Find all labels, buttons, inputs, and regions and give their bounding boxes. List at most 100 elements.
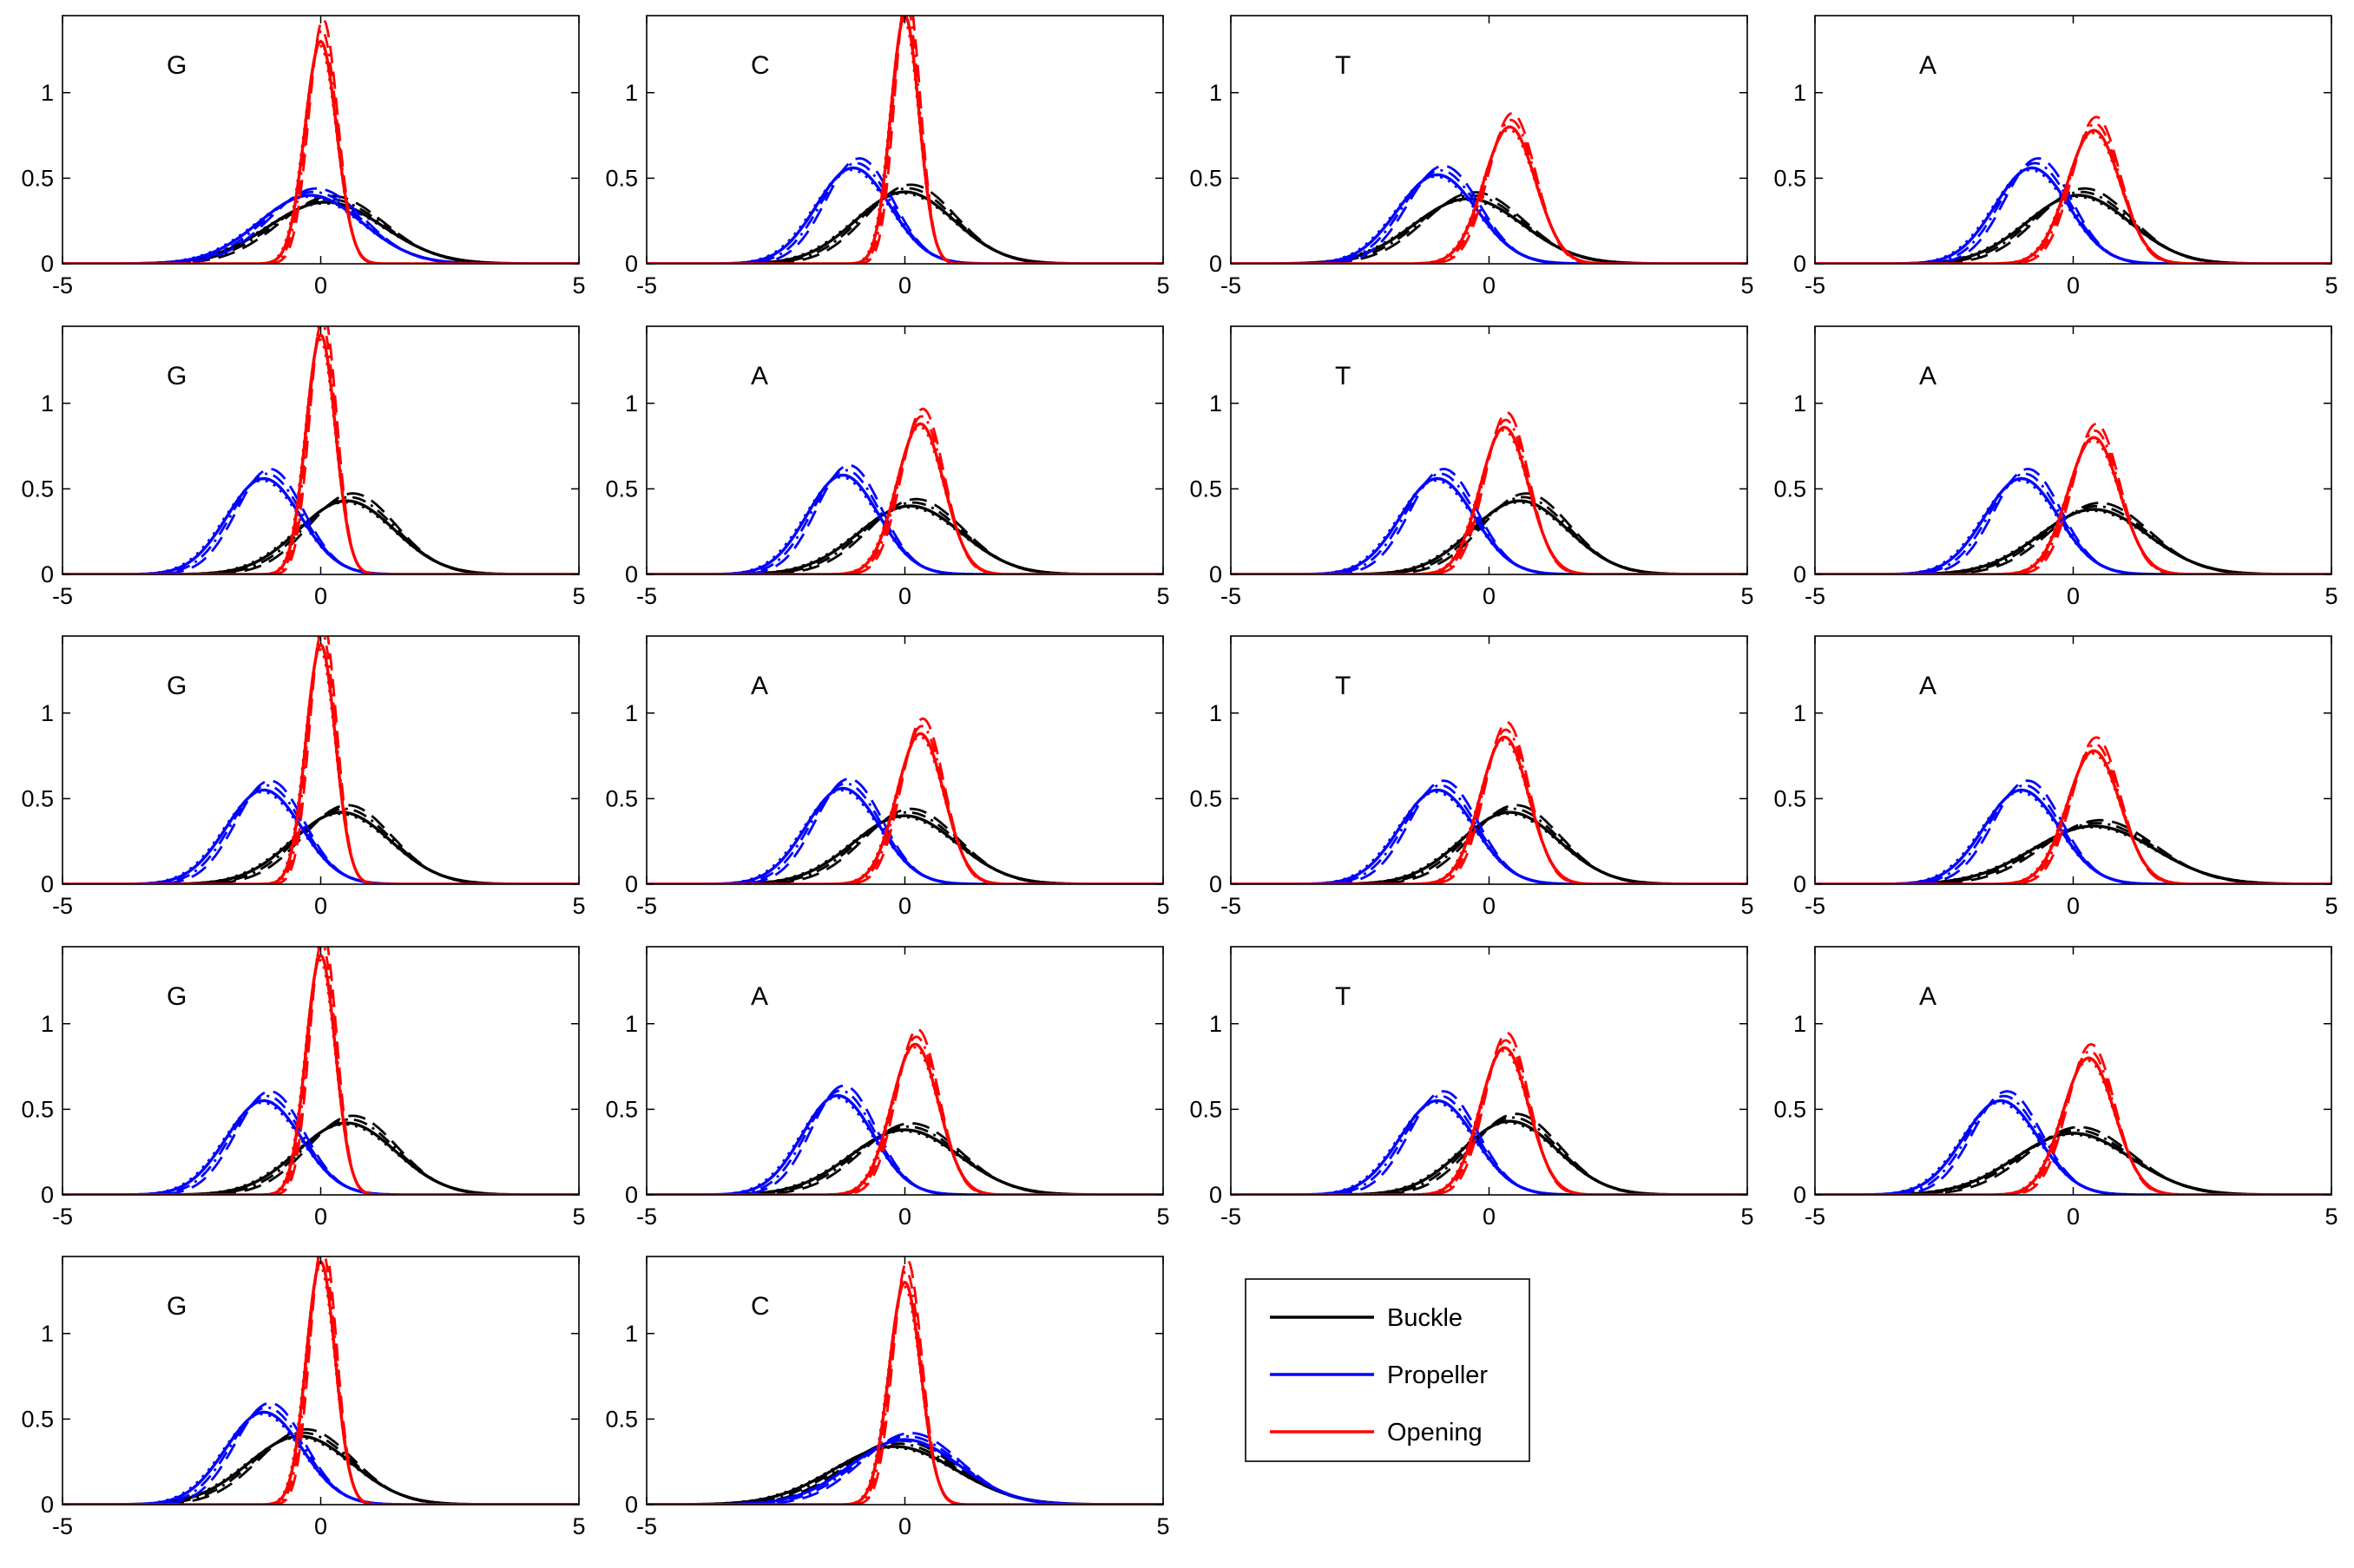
curve-group	[62, 1256, 579, 1505]
subplot: 00.51-5 0 5A	[1773, 325, 2338, 609]
curve-group	[62, 326, 579, 574]
series-line-opening	[1815, 429, 2331, 574]
series-line-opening	[1231, 1032, 1747, 1195]
series-line-buckle	[1815, 825, 2331, 884]
series-line-opening	[62, 648, 579, 884]
series-line-opening	[62, 1256, 579, 1505]
subplot: 00.51-5 0 5C	[605, 15, 1170, 299]
axes-frame	[62, 325, 580, 575]
x-tick-label: 5	[1740, 583, 1753, 609]
series-line-opening	[647, 425, 1163, 574]
series-line-opening	[62, 959, 579, 1195]
series-line-propeller	[62, 194, 579, 264]
series-line-opening	[647, 1280, 1163, 1505]
x-tick-label: -5	[1220, 583, 1241, 609]
series-line-buckle	[62, 201, 579, 264]
x-tick-label: 5	[1740, 1204, 1753, 1230]
panel-label: G	[167, 1292, 187, 1321]
series-line-propeller	[1231, 175, 1747, 264]
series-line-opening	[647, 717, 1163, 884]
y-tick-label: 0.5	[605, 1096, 638, 1122]
y-tick-label: 0	[1793, 561, 1806, 587]
x-tick-label: -5	[636, 272, 657, 299]
y-tick-label: 0.5	[21, 1096, 54, 1122]
y-tick-label: 0.5	[605, 785, 638, 811]
y-tick-label: 1	[1209, 390, 1222, 417]
x-tick-label: -5	[52, 583, 73, 609]
panel-label: A	[1919, 672, 1936, 700]
y-tick-label: 1	[625, 1011, 638, 1037]
panel-label: A	[751, 672, 768, 700]
curve-group	[62, 17, 579, 264]
series-line-opening	[1815, 436, 2331, 574]
panel-label: A	[751, 982, 768, 1011]
legend: Buckle Propeller Opening	[1245, 1278, 1530, 1462]
y-tick-label: 0.5	[605, 165, 638, 191]
series-line-opening	[62, 39, 579, 264]
series-line-propeller	[1231, 476, 1747, 574]
series-line-propeller	[647, 786, 1163, 884]
series-line-propeller	[647, 782, 1163, 884]
y-tick-label: 0	[1209, 251, 1222, 277]
series-line-propeller	[1231, 779, 1747, 884]
series-line-buckle	[1231, 199, 1747, 264]
series-line-propeller	[62, 788, 579, 884]
series-line-propeller	[62, 1094, 579, 1195]
series-line-opening	[62, 333, 579, 574]
series-line-opening	[1231, 1046, 1747, 1195]
subplot: 00.51-5 0 5A	[1773, 946, 2338, 1230]
y-tick-label: 1	[1209, 1011, 1222, 1037]
series-line-opening	[62, 29, 579, 264]
series-line-propeller	[62, 1090, 579, 1195]
series-line-propeller	[647, 777, 1163, 884]
axes-frame	[62, 635, 580, 885]
series-line-opening	[1815, 1049, 2331, 1195]
curve-group	[1231, 411, 1747, 574]
y-tick-label: 0.5	[1773, 476, 1806, 502]
y-tick-label: 0	[41, 871, 54, 897]
series-line-propeller	[62, 1101, 579, 1195]
x-tick-label: -5	[52, 893, 73, 919]
series-line-propeller	[647, 166, 1163, 264]
axes-frame	[1814, 946, 2332, 1196]
series-line-propeller	[1231, 468, 1747, 574]
y-tick-label: 1	[1209, 700, 1222, 726]
curve-group	[647, 407, 1163, 574]
series-line-propeller	[1815, 791, 2331, 884]
x-tick-label: -5	[1220, 1204, 1241, 1230]
panel-label: T	[1335, 672, 1351, 700]
y-tick-label: 1	[41, 1011, 54, 1037]
y-tick-label: 0.5	[1189, 1096, 1222, 1122]
x-tick-label: 0	[1483, 1204, 1496, 1230]
series-line-opening	[62, 1256, 579, 1505]
y-tick-label: 0.5	[21, 476, 54, 502]
panel-label: G	[167, 982, 187, 1011]
series-line-propeller	[1815, 784, 2331, 884]
series-line-opening	[62, 44, 579, 264]
subplot: 00.51-5 0 5T	[1189, 325, 1754, 609]
series-line-opening	[1815, 751, 2331, 884]
series-line-propeller	[62, 779, 579, 884]
series-line-buckle	[62, 807, 579, 884]
subplot: 00.51-5 0 5T	[1189, 946, 1754, 1230]
series-line-propeller	[62, 468, 579, 574]
curve-group	[1231, 721, 1747, 884]
y-tick-label: 1	[41, 80, 54, 106]
panel-label: G	[167, 51, 187, 80]
x-tick-label: 5	[2324, 1204, 2338, 1230]
curve-group	[1815, 115, 2331, 264]
curve-group	[1231, 112, 1747, 264]
y-tick-label: 0.5	[1189, 476, 1222, 502]
y-tick-label: 0.5	[1189, 785, 1222, 811]
legend-entry-propeller: Propeller	[1387, 1361, 1488, 1389]
series-line-buckle	[1815, 1125, 2331, 1195]
x-tick-label: -5	[1805, 583, 1825, 609]
series-line-propeller	[62, 1413, 579, 1505]
series-line-propeller	[1231, 472, 1747, 574]
x-tick-label: 0	[314, 1513, 327, 1539]
series-line-propeller	[62, 476, 579, 574]
series-line-propeller	[1815, 166, 2331, 264]
curve-group	[647, 1027, 1163, 1195]
panel-label: A	[1919, 362, 1936, 390]
series-line-opening	[1231, 411, 1747, 574]
